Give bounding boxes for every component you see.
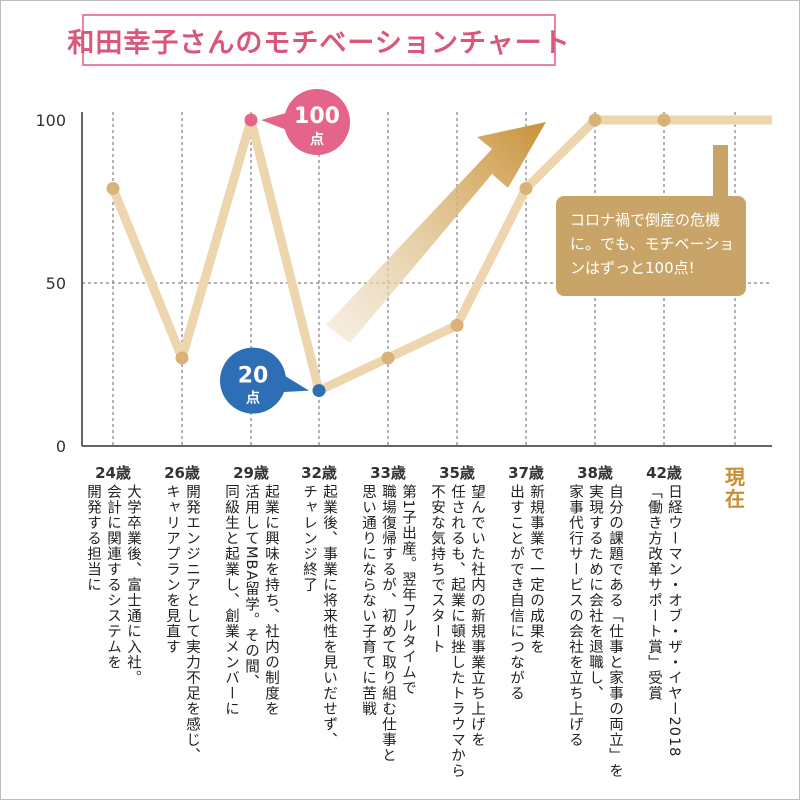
x-tick-label: 35歳 [439,464,475,482]
motivation-line [108,115,772,396]
chart-title: 和田幸子さんのモチベーションチャート [67,27,571,59]
data-point [450,318,464,332]
callout-pointer [713,145,728,198]
data-points [106,113,671,398]
high-score-unit: 点 [310,131,324,148]
trend-arrow [326,122,546,343]
y-tick-label: 100 [35,111,66,130]
data-point [519,181,533,195]
event-description: 開発エンジニアとして実力不足を感じ、 キャリアプランを見直す [164,484,200,763]
x-tick-label: 26歳 [164,464,200,482]
x-tick-label: 42歳 [646,464,682,482]
x-tick-label-now: 在 [725,487,745,511]
event-description: 第1子出産。翌年フルタイムで 職場復帰するが、初めて取り組む仕事と 思い通りにな… [360,484,416,763]
data-point [106,181,120,195]
high-score-number: 100 [294,104,340,129]
event-description: 大学卒業後、富士通に入社。 会計に関連するシステムを 開発する担当に [85,484,141,686]
data-point [175,351,189,365]
x-tick-label: 37歳 [508,464,544,482]
x-tick-label: 24歳 [95,464,131,482]
axes [81,112,772,447]
event-description: 新規事業で一定の成果を 出すことができ自信につながる [508,484,544,701]
event-description: 日経ウーマン・オブ・ザ・イヤー2018 「働き方改革サポート賞」受賞 [646,484,682,758]
high-score-bubble [284,89,350,155]
series-line [108,115,772,396]
low-score-number: 20 [238,364,269,389]
x-tick-label: 29歳 [233,464,269,482]
callout-box: コロナ禍で倒産の危機に。でも、モチベーションはずっと100点! [556,196,746,296]
event-description: 起業後、事業に将来性を見いだせず、 チャレンジ終了 [301,484,337,748]
x-tick-label: 33歳 [370,464,406,482]
x-tick-label-now: 現 [725,465,745,489]
event-description: 自分の課題である「仕事と家事の両立」を 実現するために会社を退職し、 家事代行サ… [567,484,623,779]
data-point-low [312,384,326,398]
data-point [588,113,602,127]
data-point [657,113,671,127]
event-description: 起業に興味を持ち、社内の制度を 活用してMBA留学。その間、 同級生と起業し、創… [223,484,279,717]
low-score-bubble [220,347,286,414]
y-tick-label: 50 [46,274,66,293]
data-point [381,351,395,365]
x-tick-labels: 24歳 26歳 29歳 32歳 33歳 35歳 37歳 38歳 42歳 現在 [95,464,745,511]
low-score-unit: 点 [246,390,260,407]
x-tick-label: 38歳 [577,464,613,482]
y-tick-labels: 0 50 100 [35,111,66,456]
chart-title-box: 和田幸子さんのモチベーションチャート [67,14,570,66]
x-tick-label: 32歳 [301,464,337,482]
event-description: 望んでいた社内の新規事業立ち上げを 任されるも、起業に頓挫したトラウマから 不安… [429,484,485,779]
data-point-high [244,113,258,127]
y-tick-label: 0 [56,437,66,456]
